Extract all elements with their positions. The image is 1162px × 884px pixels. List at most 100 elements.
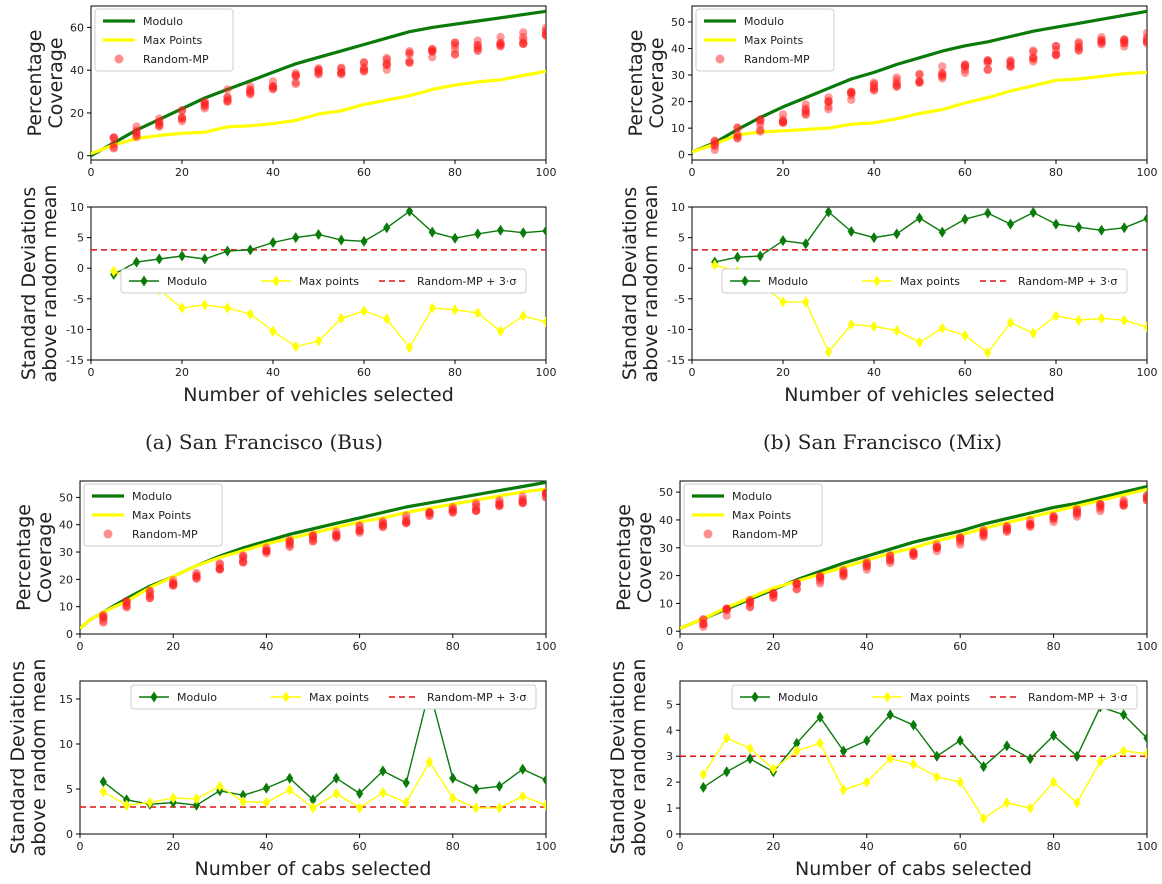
random-mp-point xyxy=(801,109,810,118)
random-mp-point xyxy=(541,27,546,36)
y-tick-label: 10 xyxy=(671,122,685,135)
random-mp-point xyxy=(223,93,232,102)
random-mp-point xyxy=(262,545,271,554)
random-mp-point xyxy=(337,64,346,73)
series-line-1 xyxy=(714,264,1147,354)
legend-label: Modulo xyxy=(744,15,784,28)
random-mp-point xyxy=(745,597,755,606)
random-mp-point xyxy=(1049,515,1058,524)
random-mp-point xyxy=(262,549,271,558)
x-tick-label: 60 xyxy=(953,840,967,853)
series-marker xyxy=(337,234,345,246)
chart-panel-b-top: 0 20 40 60 80 100 0 10 20 30 40 50PercentageCoverag… xyxy=(625,5,1158,179)
random-mp-point xyxy=(1097,40,1106,49)
random-mp-point xyxy=(518,496,527,505)
y-tick-label: -15 xyxy=(667,354,685,367)
series-marker xyxy=(360,305,368,317)
random-mp-point xyxy=(1120,38,1129,48)
series-marker xyxy=(405,207,414,217)
series-marker xyxy=(1075,221,1083,233)
random-mp-point xyxy=(145,586,155,596)
series-marker xyxy=(756,250,764,262)
random-mp-point xyxy=(1002,522,1012,532)
legend-box xyxy=(721,268,1128,294)
random-mp-point xyxy=(109,133,118,142)
chart-panel-a-bottom: 0 20 40 60 80 100 -15 -10 -5 0 5 10 Number of vehicl… xyxy=(18,185,557,406)
random-mp-point xyxy=(262,547,271,556)
random-mp-point xyxy=(382,55,391,64)
random-mp-point xyxy=(778,117,788,126)
series-marker xyxy=(451,304,459,316)
random-mp-point xyxy=(425,508,434,517)
random-mp-point xyxy=(122,601,131,610)
random-mp-point xyxy=(815,573,825,582)
random-mp-point xyxy=(956,537,965,546)
y-axis-label: Standard Deviationsabove random mean xyxy=(18,185,61,383)
random-mp-point xyxy=(169,578,178,588)
series-marker xyxy=(816,711,824,723)
series-marker xyxy=(870,232,878,244)
random-mp-point xyxy=(733,133,742,143)
series-marker xyxy=(1026,753,1034,765)
x-tick-label: 40 xyxy=(259,840,273,853)
random-mp-point xyxy=(495,497,504,507)
random-mp-point xyxy=(1142,33,1147,42)
random-mp-point xyxy=(815,574,825,583)
x-tick-label: 60 xyxy=(958,166,972,179)
random-mp-point xyxy=(314,69,323,78)
legend-marker xyxy=(751,691,759,703)
x-tick-label: 80 xyxy=(448,166,462,179)
random-mp-point xyxy=(1142,35,1147,44)
random-mp-point xyxy=(268,82,278,91)
random-mp-point xyxy=(471,503,481,512)
y-tick-label: 10 xyxy=(659,597,673,610)
series-marker xyxy=(262,782,270,794)
plot-area xyxy=(80,684,546,814)
random-mp-point xyxy=(496,40,505,49)
series-marker xyxy=(292,341,300,353)
random-mp-point xyxy=(132,131,141,140)
random-mp-point xyxy=(200,104,209,113)
series-marker xyxy=(449,792,457,804)
series-marker xyxy=(402,777,410,789)
random-mp-point xyxy=(246,90,255,99)
random-mp-point xyxy=(915,69,924,78)
random-mp-point xyxy=(869,78,879,87)
series-marker xyxy=(379,787,387,799)
random-mp-point xyxy=(869,85,879,94)
random-mp-point xyxy=(332,530,341,539)
series-marker xyxy=(495,780,503,792)
x-tick-label: 60 xyxy=(357,166,371,179)
series-marker xyxy=(192,793,201,805)
legend-label: Modulo xyxy=(768,275,808,288)
series-marker xyxy=(915,212,924,224)
random-mp-point xyxy=(885,558,895,568)
random-mp-point xyxy=(983,56,992,65)
random-mp-point xyxy=(223,95,232,105)
series-marker xyxy=(1143,748,1147,760)
random-mp-point xyxy=(215,560,224,569)
random-mp-point xyxy=(177,113,187,122)
random-mp-point xyxy=(815,576,825,585)
series-marker xyxy=(472,802,480,814)
random-mp-point xyxy=(778,118,788,128)
random-mp-point xyxy=(1120,36,1129,45)
series-marker xyxy=(933,771,941,783)
random-mp-point xyxy=(519,39,528,48)
random-mp-point xyxy=(1074,43,1083,52)
random-mp-point xyxy=(983,65,992,74)
random-mp-point xyxy=(983,57,992,66)
x-tick-label: 80 xyxy=(1049,366,1063,379)
random-mp-point xyxy=(238,556,248,566)
legend-label: Max points xyxy=(900,275,960,288)
legend-marker xyxy=(114,54,124,64)
random-mp-point xyxy=(1097,36,1106,45)
series-marker xyxy=(542,316,546,328)
random-mp-point xyxy=(405,58,414,67)
random-mp-point xyxy=(192,571,201,580)
series-marker xyxy=(155,253,163,265)
random-mp-point xyxy=(1096,500,1105,509)
random-mp-point xyxy=(801,100,810,109)
random-mp-point xyxy=(769,593,778,603)
